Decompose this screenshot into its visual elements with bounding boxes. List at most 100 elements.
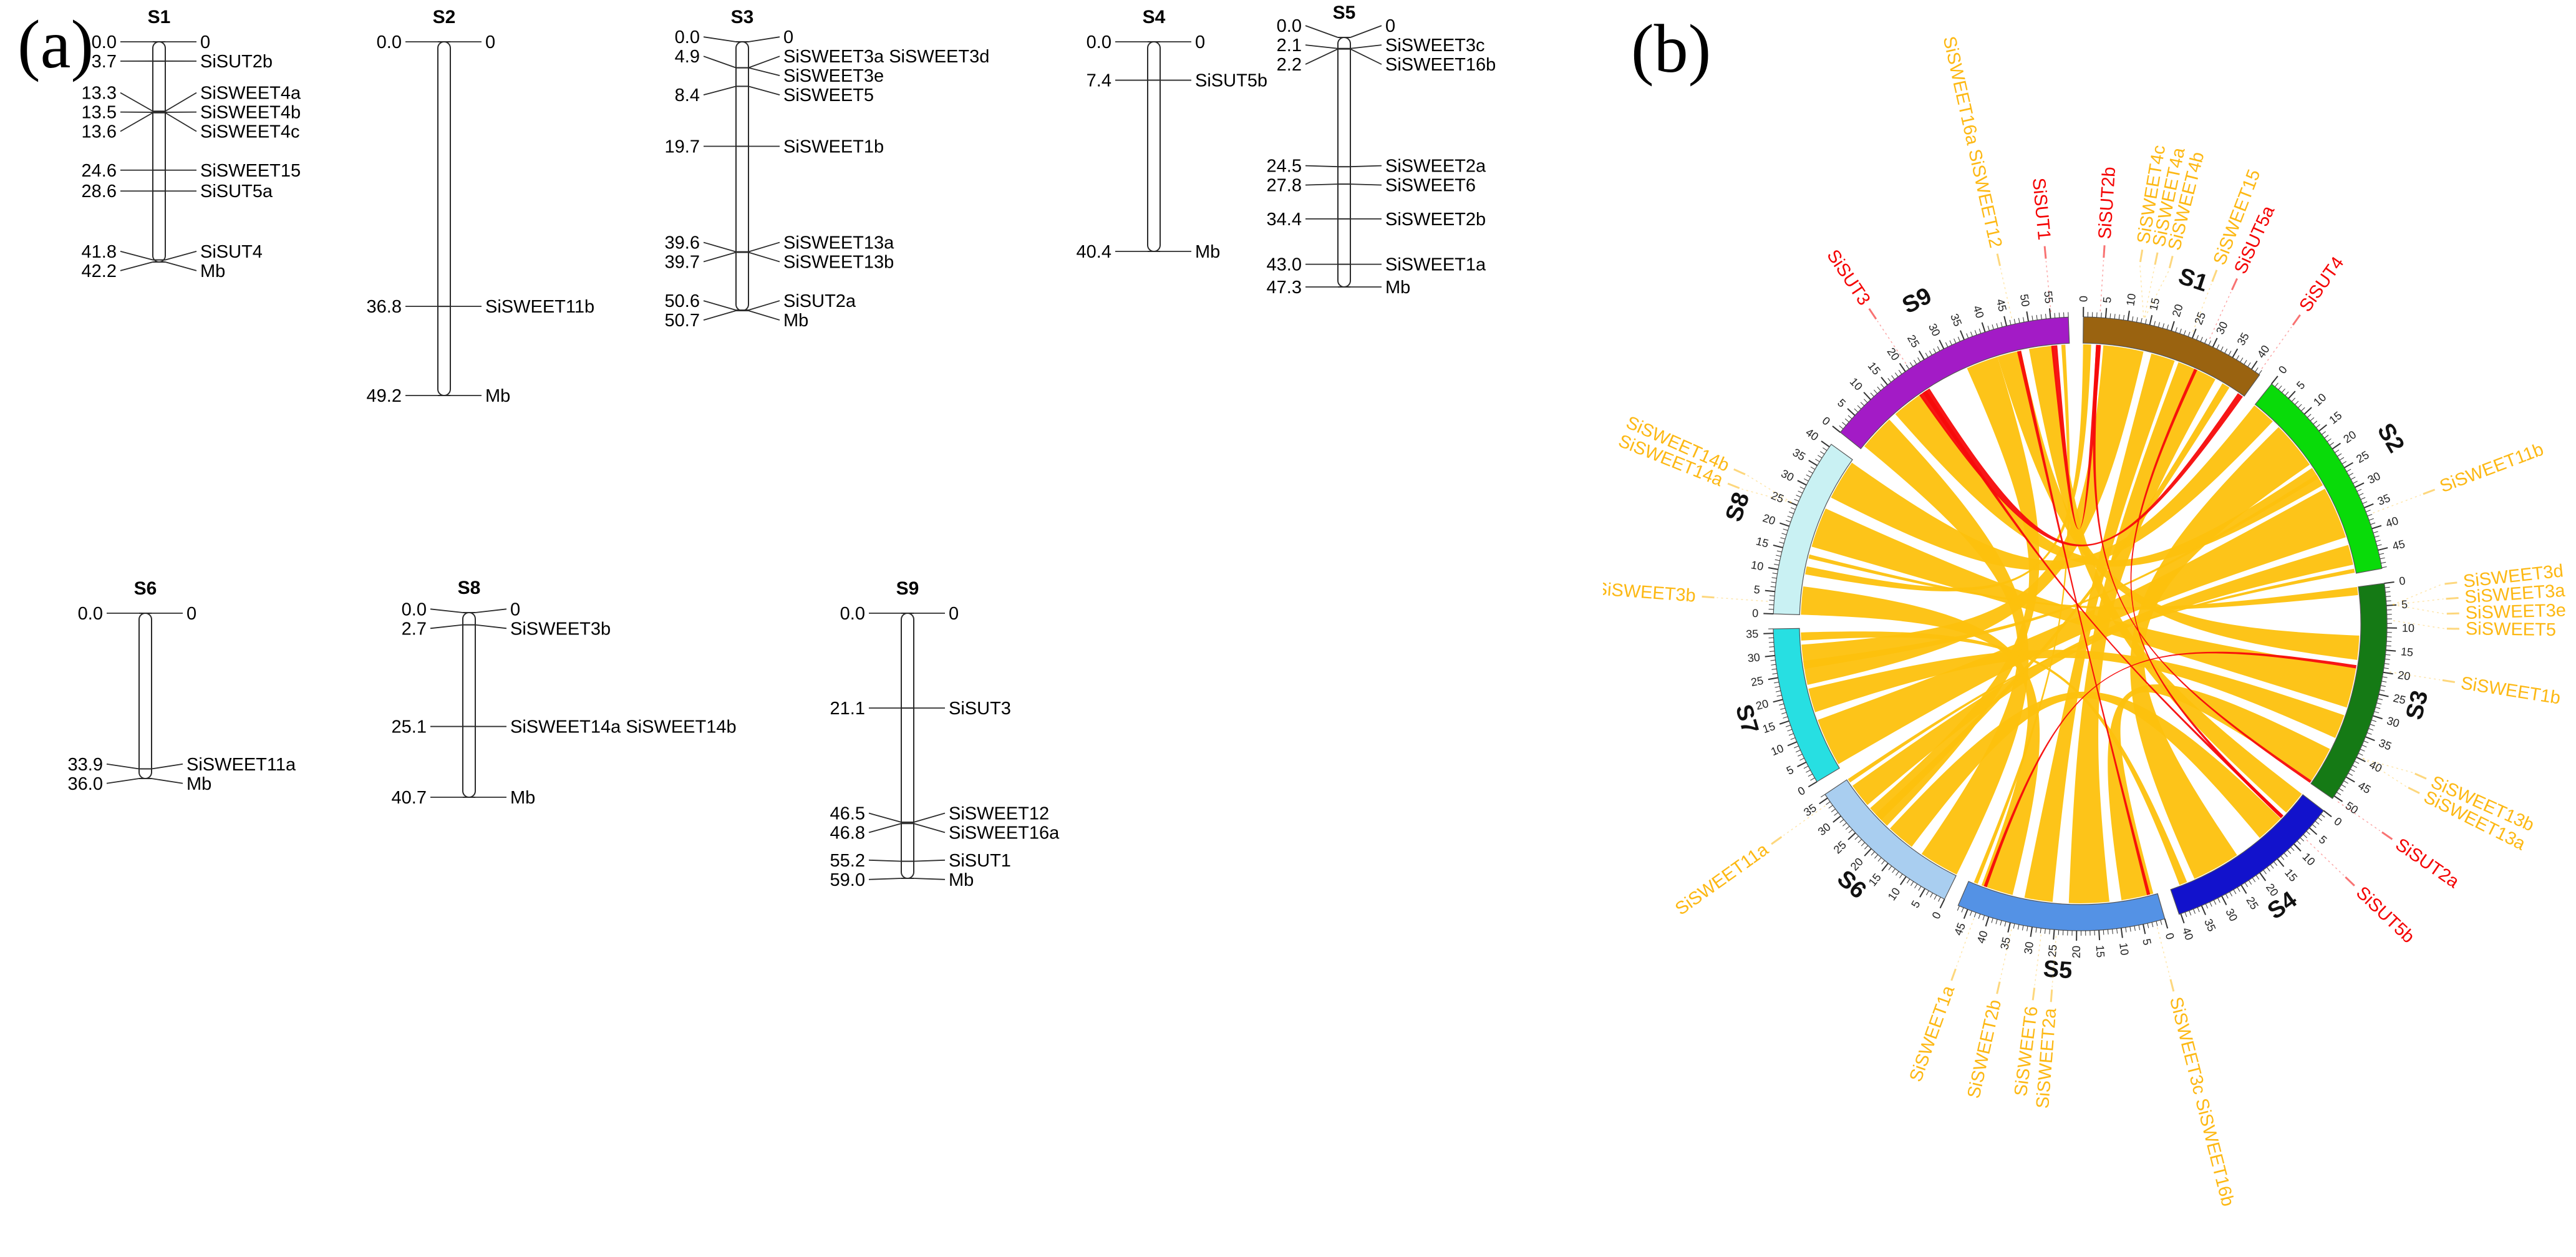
tick-number: 45 [1994,298,2009,313]
minor-tick [2346,468,2351,472]
tick-number: 25 [2354,449,2371,465]
marker-leader-right [748,251,780,263]
major-tick [1899,362,1906,372]
minor-tick [1818,455,1823,459]
minor-tick [2356,488,2362,492]
minor-tick [2157,322,2161,328]
tick-number: 30 [1779,467,1796,484]
minor-tick [2240,357,2244,362]
tick-number: 5 [2101,296,2114,304]
ribbons-layer [1801,344,2360,903]
marker-position: 13.6 [82,122,117,142]
marker-position: 33.9 [68,755,103,775]
tick-number: 0 [1796,784,1808,798]
minor-tick [1996,323,1998,329]
chromosome-bar [462,612,476,798]
marker-leader-right [1350,183,1382,186]
tick-number: 40 [2180,926,2196,941]
marker-leader-left [1305,183,1339,186]
minor-tick [2179,328,2182,334]
major-tick [1763,613,1774,615]
major-tick [1981,322,1986,332]
major-tick [1797,480,1807,486]
minor-tick [1776,694,1782,697]
major-tick [2373,715,2383,720]
circos-gene-label: SiSWEET1b [2459,673,2562,708]
tick-number: 35 [2376,492,2392,508]
tick-number: 15 [2094,944,2107,958]
marker-gene-label: SiSWEET3a SiSWEET3d [783,47,989,67]
minor-tick [2255,367,2259,372]
circos-gene-label: SiSWEET5 [2466,619,2556,640]
minor-tick [2255,875,2260,880]
minor-tick [2374,711,2380,714]
minor-tick [1917,357,1921,362]
circos-gene-label: SiSWEET2b [1964,997,2006,1100]
circos-segment-S3 [2310,583,2388,799]
minor-tick [2026,926,2028,931]
tick-number: 50 [2343,799,2361,817]
minor-tick [1806,769,1811,773]
synteny-ribbon-gold [1801,586,2040,895]
minor-tick [2129,926,2131,932]
minor-tick [1781,533,1787,535]
minor-tick [1789,512,1794,514]
minor-tick [2031,315,2033,321]
marker-gene-label: SiSUT3 [949,699,1011,719]
tick-number: 10 [1847,376,1865,393]
minor-tick [1881,860,1885,865]
minor-tick [2281,388,2286,393]
gene-leader-line [2389,671,2441,681]
minor-tick [1870,392,1874,397]
minor-tick [1842,822,1847,827]
chromosome-bar [138,613,152,779]
minor-tick [1826,801,1831,805]
major-tick [2293,843,2302,852]
minor-tick [2136,317,2138,323]
gene-leader-line [2393,620,2445,629]
minor-tick [1798,490,1803,493]
minor-tick [2154,321,2156,326]
major-tick [2053,929,2055,940]
synteny-ribbon-gold [2108,684,2330,901]
minor-tick [1799,757,1804,761]
tick-number: 15 [1866,360,1883,377]
major-tick [1864,848,1872,857]
minor-tick [2375,540,2381,542]
major-tick [2030,926,2033,937]
minor-tick [2376,544,2382,546]
minor-tick [2291,397,2296,402]
major-tick [1779,720,1789,725]
major-tick [2344,462,2353,468]
tick-number: 30 [2214,319,2230,336]
marker-gene-label: SiSWEET11a [186,755,296,775]
minor-tick [2290,847,2295,852]
minor-tick [2013,319,2016,324]
minor-tick [2101,313,2102,318]
minor-tick [2368,728,2374,730]
tick-number: 0 [1820,414,1833,428]
major-tick [1797,761,1807,767]
marker-position: 59.0 [830,870,865,890]
marker-position: 50.7 [665,311,700,331]
gene-leader-line [2392,598,2444,606]
marker-position: 2.7 [402,619,427,639]
minor-tick [1847,415,1852,419]
marker-gene-label: 0 [510,599,520,619]
tick-number: 40 [2384,514,2399,530]
circos-chromosome-name-S1: S1 [2175,263,2210,297]
minor-tick [2184,912,2187,918]
synteny-ribbon-gold [1801,345,2144,685]
minor-tick [1810,777,1815,781]
minor-tick [2244,360,2247,365]
minor-tick [2134,926,2136,931]
minor-tick [1776,555,1781,557]
minor-tick [1808,774,1813,777]
circos-segment-S8 [1773,444,1853,615]
panel-b-label: (b) [1631,11,1712,87]
major-tick [2120,928,2123,938]
tick-number: 45 [2391,538,2406,553]
marker-position: 13.5 [82,103,117,123]
minor-tick [2385,586,2390,588]
minor-tick [2303,834,2308,838]
